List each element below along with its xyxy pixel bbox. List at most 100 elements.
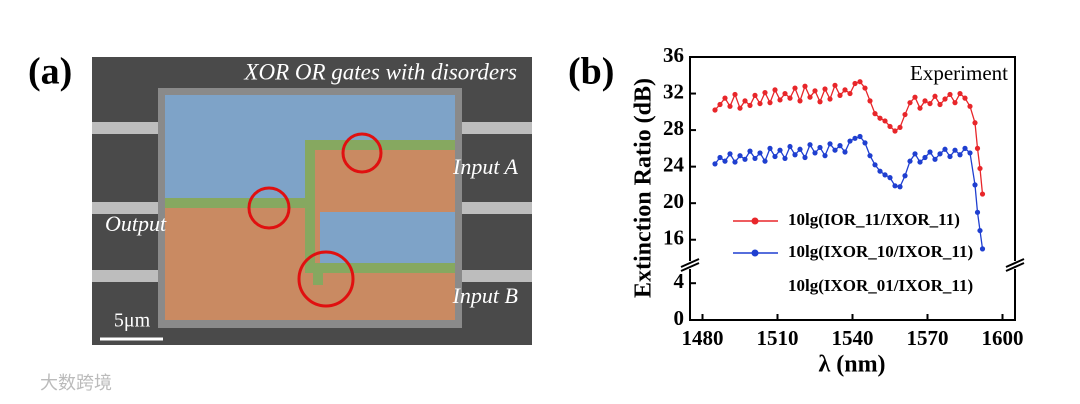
data-point <box>722 95 728 101</box>
data-point <box>797 98 803 104</box>
data-point <box>942 146 948 152</box>
x-tick-label: 1540 <box>832 326 874 350</box>
disorder-circle <box>247 186 291 230</box>
data-point <box>927 149 933 155</box>
data-point <box>867 98 873 104</box>
data-point <box>882 118 888 124</box>
data-point <box>802 154 808 161</box>
data-point <box>712 161 718 167</box>
data-point <box>974 145 981 151</box>
data-point <box>807 142 813 148</box>
sem-image <box>92 57 532 345</box>
data-point <box>932 156 938 162</box>
x-tick-label: 1600 <box>982 326 1024 350</box>
y-axis-label: Extinction Ratio (dB) <box>631 78 657 298</box>
data-point <box>737 153 743 159</box>
data-point <box>967 103 973 109</box>
series-line <box>714 80 984 195</box>
y-tick-label: 0 <box>674 306 685 330</box>
data-point <box>917 159 923 165</box>
data-point <box>862 85 868 91</box>
y-tick-label: 4 <box>674 269 685 293</box>
green-path <box>305 203 455 285</box>
data-point <box>837 143 843 149</box>
data-point <box>772 87 778 93</box>
data-point <box>777 147 783 153</box>
green-path <box>165 140 455 208</box>
data-point <box>727 103 733 109</box>
data-point <box>842 149 848 155</box>
data-point <box>967 150 973 156</box>
data-point <box>822 153 828 159</box>
data-point <box>974 209 981 215</box>
axis-break <box>680 258 700 272</box>
data-point <box>812 88 818 94</box>
data-point <box>787 143 793 150</box>
data-point <box>867 153 873 159</box>
data-point <box>922 98 928 104</box>
data-point <box>897 124 903 130</box>
data-point <box>862 140 868 146</box>
data-point <box>822 86 828 92</box>
x-tick-label: 1570 <box>907 326 949 350</box>
data-point <box>757 150 763 156</box>
data-point <box>817 144 823 151</box>
data-point <box>747 148 753 154</box>
data-point <box>979 246 986 252</box>
data-point <box>979 191 986 197</box>
data-point <box>852 135 858 141</box>
blue-region <box>320 212 455 267</box>
blue-region <box>165 95 455 205</box>
data-point <box>887 123 893 130</box>
data-point <box>742 156 748 162</box>
image-title: XOR OR gates with disorders <box>243 59 517 84</box>
port-label: Input A <box>452 154 519 179</box>
panel-label: (b) <box>568 51 614 93</box>
data-point <box>962 145 968 151</box>
data-point <box>892 128 898 134</box>
data-point <box>812 150 818 156</box>
data-point <box>767 100 773 106</box>
x-tick-label: 1480 <box>682 326 724 350</box>
data-point <box>797 146 803 152</box>
data-point <box>847 138 853 144</box>
data-point <box>727 151 733 157</box>
data-point <box>957 152 963 158</box>
data-point <box>832 147 838 153</box>
data-point <box>787 95 793 101</box>
data-point <box>837 92 843 98</box>
data-point <box>757 100 763 107</box>
data-point <box>852 80 858 87</box>
data-point <box>872 162 878 168</box>
legend-marker <box>751 217 759 225</box>
data-point <box>882 172 888 178</box>
data-point <box>732 91 738 98</box>
data-point <box>742 98 748 104</box>
data-point <box>752 155 758 162</box>
x-tick-label: 1510 <box>757 326 799 350</box>
data-point <box>937 151 943 157</box>
data-point <box>902 173 908 179</box>
data-point <box>952 147 958 153</box>
data-point <box>912 94 918 100</box>
data-point <box>717 154 723 161</box>
legend-label: 10lg(IXOR_01/IXOR_11) <box>788 276 973 295</box>
data-point <box>762 158 768 164</box>
data-point <box>907 158 913 164</box>
watermark: 大数跨境 <box>40 373 112 394</box>
data-point <box>977 227 983 234</box>
data-point <box>762 90 768 96</box>
data-point <box>957 90 963 97</box>
data-point <box>752 92 758 98</box>
data-point <box>952 100 958 106</box>
legend-marker <box>751 249 759 257</box>
x-axis-label: λ (nm) <box>818 352 885 378</box>
data-point <box>792 85 798 91</box>
data-point <box>827 141 833 147</box>
port-label: Input B <box>452 283 518 308</box>
data-point <box>887 175 893 181</box>
legend-label: 10lg(IXOR_10/IXOR_11) <box>788 242 973 261</box>
data-point <box>737 105 743 111</box>
y-tick-label: 36 <box>663 43 684 67</box>
